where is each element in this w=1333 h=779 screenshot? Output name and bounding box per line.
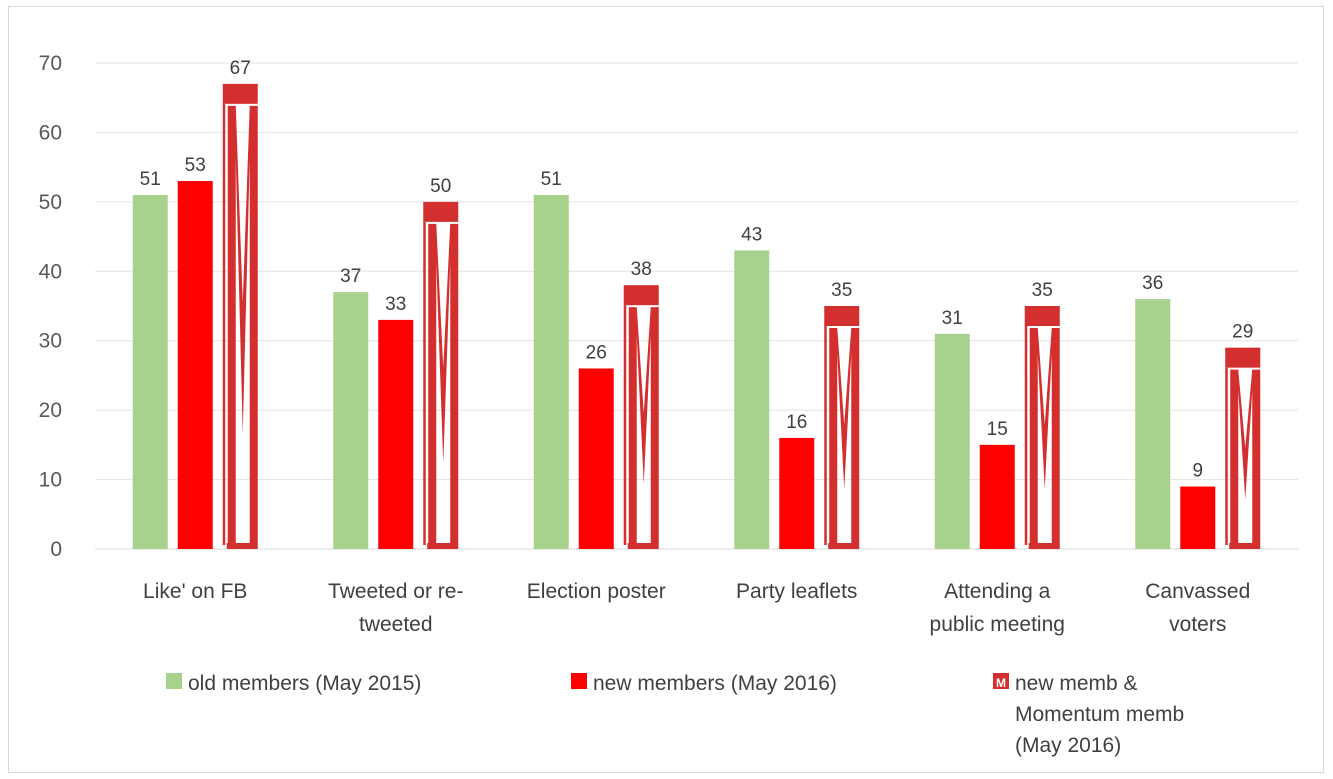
chart-frame [8,6,1324,773]
bar-cap [423,201,459,222]
gridlines [95,62,1298,550]
bar-momentum-glyph [829,328,860,543]
data-label: 29 [1232,322,1253,343]
category-label: Like' on FB [143,580,247,603]
data-label: 31 [942,308,963,329]
bar-base [427,543,459,549]
bar-base [828,543,860,549]
bar [734,250,770,549]
category-label: Canvassed [1145,580,1250,603]
bar-stroke [1024,326,1028,545]
legend-swatch-glyph: M [996,676,1006,690]
data-label: 37 [340,266,361,287]
y-axis-ticks: 0 10 20 30 40 50 60 70 [39,52,62,561]
legend-item: old members (May 2015) [166,672,421,695]
bar-cap [1225,347,1261,368]
bar [222,83,258,549]
bar [824,306,860,549]
bar-base [1028,543,1060,549]
y-tick-label: 0 [50,538,62,561]
data-label: 33 [385,294,406,315]
bar [1135,299,1171,549]
bar [934,333,970,549]
legend-label: new members (May 2016) [593,672,837,695]
category-label: voters [1169,613,1226,636]
legend-swatch [571,673,587,689]
y-tick-label: 50 [39,191,62,214]
legend-label: (May 2016) [1015,734,1121,757]
legend-label: new memb & [1015,672,1138,695]
category-label: public meeting [930,613,1065,636]
category-label: Party leaflets [736,580,857,603]
data-label: 51 [140,169,161,190]
bar-base [226,543,258,549]
bar-stroke [824,326,827,545]
y-tick-label: 10 [39,469,62,492]
y-tick-label: 30 [39,330,62,353]
data-label: 53 [185,155,206,176]
y-tick-label: 20 [39,399,62,422]
y-tick-label: 70 [39,52,62,75]
bar [177,181,213,549]
legend-label: Momentum memb [1015,703,1184,726]
bar [1024,306,1060,549]
bar [578,368,614,549]
bar [979,444,1015,549]
bar-stroke [1225,367,1228,545]
bar [423,201,459,549]
category-label: Tweeted or re- [328,580,463,603]
y-tick-label: 40 [39,260,62,283]
data-label: 9 [1192,461,1203,482]
legend-item: new members (May 2016) [571,672,837,695]
legend-swatch [166,673,182,689]
bar-cap [623,285,659,306]
bar-momentum-glyph [428,223,459,543]
bar-stroke [222,103,226,545]
bar-cap [824,306,860,326]
legend-swatch-momentum-icon [993,673,1009,689]
bar-base [1229,543,1261,549]
bar [1225,347,1261,549]
bar-cap [222,83,258,104]
category-labels: Like' on FB Tweeted or re-tweeted Election… [143,580,1250,636]
bar-stroke [423,221,426,545]
bar-momentum-glyph [628,307,659,543]
data-label: 16 [786,412,807,433]
bar [533,194,569,549]
category-label: Election poster [527,580,666,603]
bar-momentum-glyph [1230,369,1261,543]
data-label: 38 [631,259,652,280]
legend: old members (May 2015) new members (May 2… [166,672,1184,757]
data-labels: 51 53 67 37 33 50 51 26 38 43 16 35 31 15 35 36 9 29 [140,58,1254,482]
bar-base [627,543,659,549]
data-label: 43 [741,224,762,245]
data-label: 51 [541,169,562,190]
data-label: 15 [987,419,1008,440]
bar [378,319,414,549]
data-label: 67 [230,58,251,79]
bar-momentum-glyph [227,105,258,543]
legend-label: old members (May 2015) [188,672,421,695]
bar [623,285,659,549]
data-label: 36 [1142,273,1163,294]
bar-cap [1024,306,1060,326]
bar [333,292,369,549]
data-label: 26 [586,342,607,363]
category-label: tweeted [359,613,433,636]
bar [779,437,815,549]
data-label: 50 [430,176,451,197]
y-tick-label: 60 [39,121,62,144]
data-label: 35 [1032,280,1053,301]
category-label: Attending a [944,580,1051,603]
bar [1180,486,1216,549]
bar-stroke [623,305,627,545]
data-label: 35 [831,280,852,301]
bar-momentum-glyph [1029,328,1060,543]
bars [132,83,1261,549]
bar [132,194,168,549]
